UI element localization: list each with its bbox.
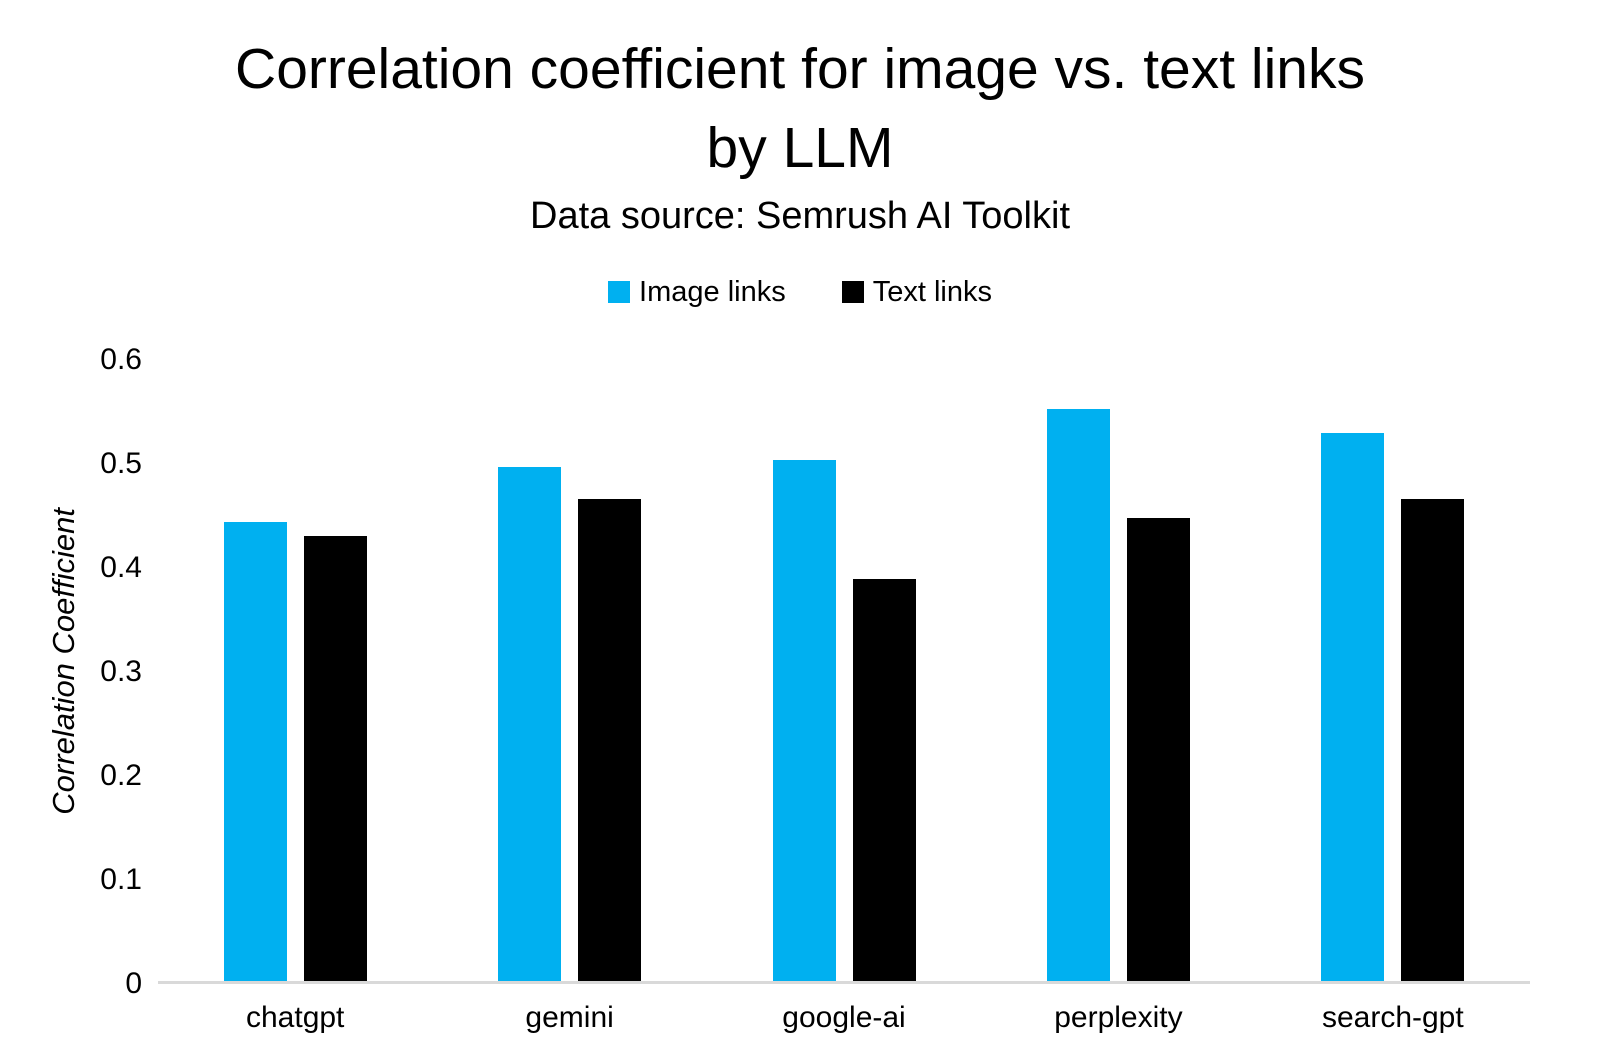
bar-gemini-image-links [498, 467, 562, 982]
legend-label: Text links [872, 275, 992, 308]
x-axis-label-search-gpt: search-gpt [1321, 1001, 1464, 1035]
bar-chatgpt-text-links [303, 536, 367, 982]
bar-group-chatgpt [158, 338, 432, 982]
y-tick-label: 0.6 [100, 343, 142, 377]
legend-swatch-icon [608, 281, 631, 304]
x-axis-label-gemini: gemini [525, 1001, 614, 1035]
chart-subtitle: Data source: Semrush AI Toolkit [530, 195, 1070, 238]
bar-search-gpt-text-links [1401, 499, 1465, 982]
y-tick-label: 0.5 [100, 447, 142, 481]
plot-area [158, 338, 1530, 985]
chart-area: Correlation Coefficient 0 0.1 0.2 0.3 0.4 0.5… [38, 338, 1600, 999]
y-axis-ticks: 0 0.1 0.2 0.3 0.4 0.5 0.6 [90, 338, 158, 999]
bar-search-gpt-image-links [1321, 433, 1385, 982]
legend-label: Image links [639, 275, 786, 308]
bar-perplexity-image-links [1046, 409, 1110, 982]
bar-group-gemini [432, 338, 706, 982]
y-tick-label: 0.1 [100, 863, 142, 897]
x-axis-label-perplexity: perplexity [1054, 1001, 1183, 1035]
bar-chatgpt-image-links [223, 522, 287, 982]
chart-title: Correlation coefficient for image vs. te… [235, 37, 1365, 180]
y-tick-label: 0 [125, 967, 142, 1001]
legend: Image links Text links [0, 276, 1600, 308]
legend-swatch-icon [841, 281, 864, 304]
bar-group-perplexity [981, 338, 1255, 982]
x-axis-label-google-ai: google-ai [782, 1001, 906, 1035]
x-axis-label-chatgpt: chatgpt [245, 1001, 345, 1035]
y-tick-label: 0.3 [100, 655, 142, 689]
bar-perplexity-text-links [1126, 518, 1190, 982]
legend-item-image-links: Image links [608, 276, 786, 309]
x-axis-labels: chatgpt gemini google-ai perplexity search-g… [158, 1001, 1530, 1035]
y-axis-title: Correlation Coefficient [46, 507, 81, 815]
bar-google-ai-image-links [772, 460, 836, 982]
bar-gemini-text-links [578, 499, 642, 982]
bar-google-ai-text-links [852, 579, 916, 982]
y-tick-label: 0.4 [100, 551, 142, 585]
y-tick-label: 0.2 [100, 759, 142, 793]
bar-group-search-gpt [1256, 338, 1530, 982]
bar-group-google-ai [707, 338, 981, 982]
legend-item-text-links: Text links [841, 275, 992, 309]
